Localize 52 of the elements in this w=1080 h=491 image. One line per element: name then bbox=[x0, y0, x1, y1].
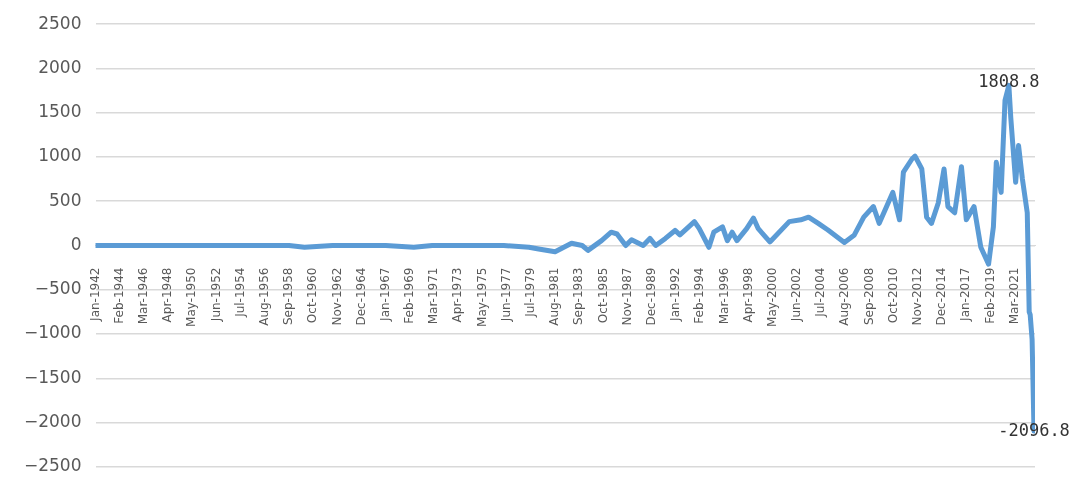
x-tick-label: Aug-2006 bbox=[837, 267, 852, 326]
x-tick-label: Mar-2021 bbox=[1006, 267, 1021, 325]
x-tick-label: Dec-1964 bbox=[353, 267, 368, 326]
x-tick-label: Aug-1956 bbox=[256, 267, 271, 326]
x-tick-label: Jan-1992 bbox=[668, 267, 683, 322]
x-tick-label: Sep-1983 bbox=[571, 267, 586, 325]
y-tick-label: −1500 bbox=[23, 366, 82, 387]
x-tick-label: Sep-2008 bbox=[861, 267, 876, 325]
y-tick-label: 0 bbox=[70, 233, 82, 254]
x-tick-label: Oct-1985 bbox=[595, 267, 610, 324]
y-tick-label: 500 bbox=[49, 189, 82, 210]
x-tick-label: Feb-1944 bbox=[111, 267, 126, 324]
y-tick-label: 2500 bbox=[38, 12, 82, 33]
x-tick-label: Jan-2017 bbox=[958, 267, 973, 322]
x-tick-label: Nov-2012 bbox=[910, 267, 925, 326]
x-tick-label: Mar-1971 bbox=[426, 267, 441, 325]
x-tick-label: May-1950 bbox=[184, 267, 199, 327]
x-tick-label: Apr-1973 bbox=[450, 267, 465, 323]
x-tick-label: Jul-2004 bbox=[813, 267, 828, 318]
x-tick-label: Jun-1977 bbox=[498, 267, 513, 323]
x-tick-label: May-2000 bbox=[764, 267, 779, 327]
annotation: 1808.8 bbox=[978, 71, 1040, 92]
x-tick-label: Sep-1958 bbox=[281, 267, 296, 325]
y-tick-label: −2000 bbox=[23, 410, 82, 431]
x-tick-label: Oct-1960 bbox=[305, 267, 320, 324]
x-tick-label: Apr-1998 bbox=[740, 267, 755, 323]
x-tick-label: Mar-1946 bbox=[136, 267, 151, 325]
y-tick-label: 1000 bbox=[38, 145, 82, 166]
x-tick-label: Dec-2014 bbox=[934, 267, 949, 326]
x-tick-label: Feb-1994 bbox=[692, 267, 707, 324]
x-tick-label: Oct-2010 bbox=[885, 267, 900, 324]
y-tick-label: 1500 bbox=[38, 101, 82, 122]
y-tick-label: −500 bbox=[34, 278, 82, 299]
x-tick-label: Dec-1989 bbox=[643, 267, 658, 326]
x-tick-label: Aug-1981 bbox=[547, 267, 562, 326]
x-tick-label: May-1975 bbox=[474, 267, 489, 327]
x-tick-label: Nov-1987 bbox=[619, 267, 634, 326]
annotation: -2096.8 bbox=[998, 419, 1070, 440]
x-tick-label: Apr-1948 bbox=[160, 267, 175, 323]
x-tick-label: Jul-1954 bbox=[232, 267, 247, 318]
x-tick-label: Jun-2002 bbox=[789, 267, 804, 323]
y-tick-label: −2500 bbox=[23, 455, 82, 476]
x-tick-label: Jul-1979 bbox=[523, 267, 538, 318]
y-tick-label: −1000 bbox=[23, 322, 82, 343]
x-tick-label: Jan-1942 bbox=[87, 267, 102, 322]
y-tick-label: 2000 bbox=[38, 56, 82, 77]
x-tick-label: Jan-1967 bbox=[377, 267, 392, 322]
x-tick-label: Feb-1969 bbox=[402, 267, 417, 324]
x-tick-label: Jun-1952 bbox=[208, 267, 223, 323]
x-tick-label: Feb-2019 bbox=[982, 267, 997, 324]
x-tick-label: Mar-1996 bbox=[716, 267, 731, 325]
x-tick-label: Nov-1962 bbox=[329, 267, 344, 326]
